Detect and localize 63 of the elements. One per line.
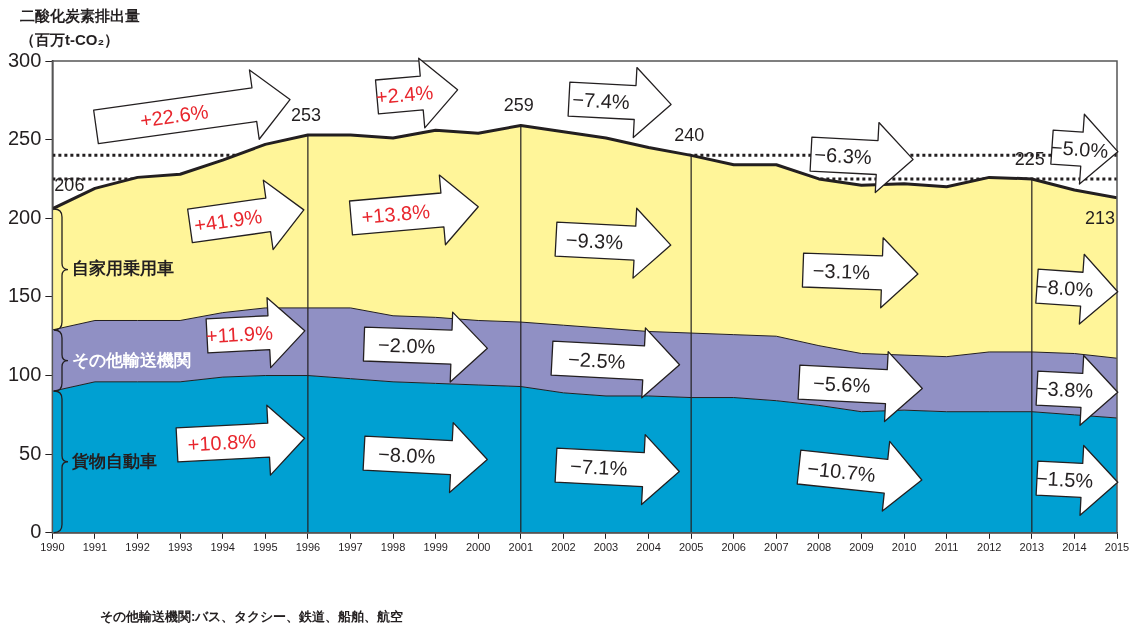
text: その他輸送機関:バス、タクシー、鉄道、船舶、航空 [100, 608, 404, 626]
annotation: −5.0% [1050, 135, 1109, 163]
x-tick-label: 1991 [82, 541, 108, 554]
series-label: 貨物自動車 [72, 451, 158, 473]
annotation: +11.9% [205, 320, 274, 349]
x-tick-label: 1994 [210, 541, 235, 554]
x-tick-label: 1995 [253, 541, 278, 554]
annotation: 253 [290, 104, 321, 125]
x-tick-label: 2005 [678, 541, 704, 554]
annotation: −7.1% [568, 454, 629, 482]
annotation: +13.8% [360, 199, 433, 231]
annotation: −3.1% [811, 258, 872, 285]
annotation: +2.4% [374, 81, 435, 110]
x-tick-label: 2001 [508, 541, 534, 554]
x-tick-label: 1992 [125, 541, 150, 554]
y-tick-label: 200 [7, 205, 42, 228]
x-tick-label: 2015 [1104, 541, 1130, 554]
annotation: −6.3% [813, 142, 874, 170]
x-tick-label: 2004 [636, 541, 661, 554]
x-tick-label: 1998 [380, 541, 406, 554]
x-tick-label: 2002 [551, 541, 576, 554]
x-tick-label: 2006 [721, 541, 746, 554]
annotation: −8.0% [1035, 273, 1094, 301]
series-label: 自家用乗用車 [72, 258, 175, 281]
x-tick-label: 1997 [338, 541, 363, 554]
x-tick-label: 2000 [465, 541, 491, 554]
annotation: −7.4% [570, 87, 631, 115]
annotation: −5.6% [811, 370, 872, 399]
annotation: −2.0% [376, 332, 437, 360]
x-tick-label: 2014 [1062, 541, 1087, 554]
annotation: −10.7% [804, 455, 878, 488]
y-tick-label: 150 [7, 284, 42, 307]
annotation: 240 [674, 125, 705, 146]
x-tick-label: 2009 [849, 541, 874, 554]
y-tick-label: 50 [19, 441, 42, 464]
y-tick-label: 250 [7, 127, 42, 150]
x-tick-label: 2010 [891, 541, 917, 554]
x-tick-label: 1996 [295, 541, 321, 554]
annotation: 259 [503, 95, 534, 116]
annotation: −1.5% [1035, 465, 1094, 493]
x-tick-label: 2008 [806, 541, 832, 554]
annotation: −3.8% [1035, 376, 1094, 403]
x-tick-label: 2012 [977, 541, 1002, 554]
x-tick-label: 1993 [167, 541, 193, 554]
y-tick-label: 0 [30, 520, 42, 543]
annotation: 225 [1014, 148, 1045, 169]
y-tick-label: 300 [7, 48, 42, 71]
annotation: −2.5% [566, 347, 627, 375]
x-tick-label: 2013 [1019, 541, 1045, 554]
annotation: +22.6% [137, 99, 211, 134]
annotation: −9.3% [564, 227, 625, 255]
x-tick-label: 1999 [423, 541, 448, 554]
x-tick-label: 2011 [934, 541, 959, 554]
annotation: −8.0% [376, 441, 438, 470]
annotation: 213 [1084, 207, 1115, 228]
x-tick-label: 1990 [40, 541, 65, 554]
x-tick-label: 2003 [593, 541, 619, 554]
annotation: +41.9% [191, 204, 265, 239]
y-tick-label: 100 [7, 363, 42, 386]
annotation: +10.8% [185, 428, 258, 457]
y-axis-title: 二酸化炭素排出量（百万t-CO₂） [20, 7, 140, 48]
x-tick-label: 2007 [764, 541, 789, 554]
series-label: その他輸送機関 [72, 349, 192, 372]
